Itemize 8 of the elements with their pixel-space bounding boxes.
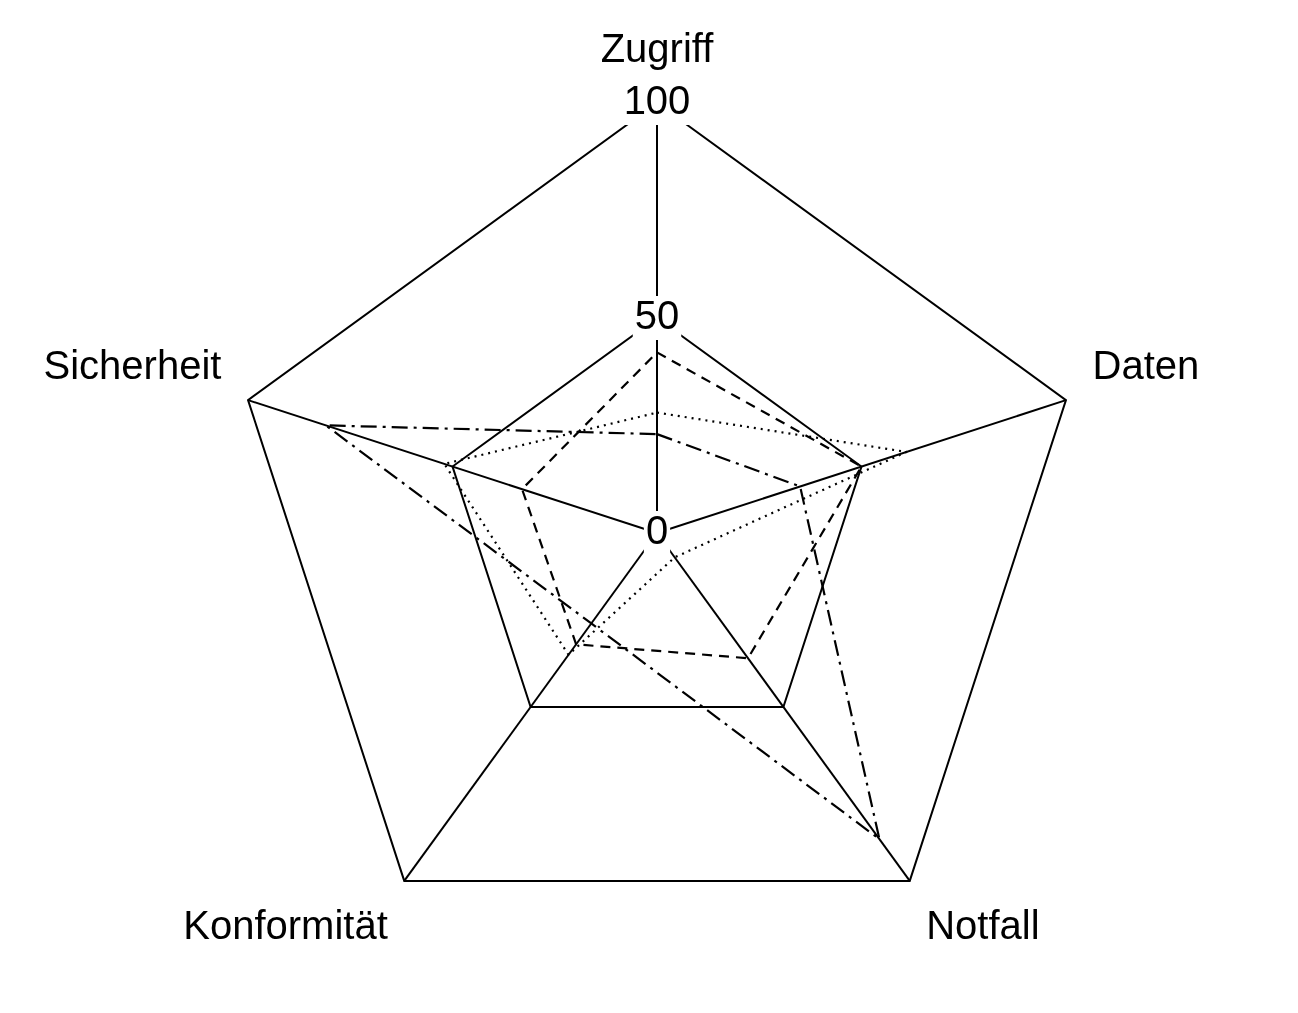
- spoke-label: Konformität: [183, 902, 388, 947]
- y-tick-label: 0: [645, 508, 669, 553]
- spoke-label: Notfall: [926, 902, 1040, 947]
- spoke-label: Zugriff: [600, 26, 715, 71]
- y-tick-label: 50: [634, 293, 680, 338]
- spoke-label: Daten: [1092, 342, 1200, 387]
- y-tick-label: 100: [623, 78, 691, 123]
- spoke-label: Sicherheit: [43, 342, 222, 387]
